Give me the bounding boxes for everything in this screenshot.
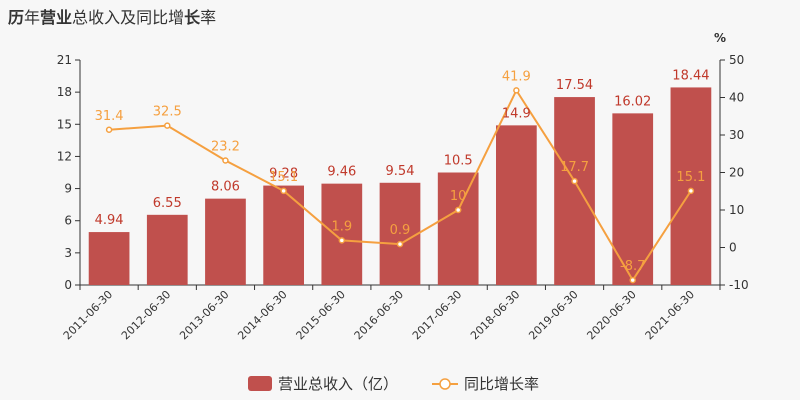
revenue-data-label: 17.54 (556, 78, 593, 93)
growth-rate-point (396, 240, 404, 248)
y-left-tick-label: 0 (64, 278, 72, 292)
growth-rate-data-label: 1.9 (331, 219, 352, 234)
growth-rate-data-label: 15.1 (676, 170, 705, 185)
revenue-bar (554, 97, 595, 285)
x-tick-label: 2021-06-30 (643, 288, 697, 342)
revenue-data-label: 9.46 (327, 165, 356, 180)
revenue-bar (496, 125, 537, 285)
y-left-tick-label: 9 (64, 182, 72, 196)
x-tick-label: 2018-06-30 (468, 288, 522, 342)
growth-rate-point (454, 206, 462, 214)
legend-line-marker (439, 378, 451, 390)
y-left-tick-label: 3 (64, 246, 72, 260)
growth-rate-data-label: 23.2 (211, 140, 240, 155)
growth-rate-point (571, 177, 578, 185)
y-left-tick-label: 18 (57, 85, 72, 99)
growth-rate-data-label: 0.9 (390, 223, 411, 238)
revenue-data-label: 8.06 (211, 180, 240, 195)
y-left-tick-label: 15 (57, 117, 72, 131)
revenue-data-label: 10.5 (444, 154, 473, 169)
growth-rate-point (164, 122, 171, 129)
revenue-bar (437, 172, 479, 285)
x-tick-label: 2017-06-30 (410, 288, 464, 342)
y-right-unit: % (714, 31, 726, 45)
growth-rate-data-label: 31.4 (95, 109, 124, 124)
revenue-bar (146, 214, 188, 285)
chart-title-part: 长 (184, 8, 201, 27)
chart-title-part: 率 (200, 8, 217, 27)
growth-rate-point (629, 276, 636, 284)
growth-rate-data-label: 17.7 (560, 160, 589, 175)
x-tick-label: 2020-06-30 (584, 288, 638, 342)
legend-bar-label: 营业总收入（亿） (278, 375, 398, 393)
x-tick-label: 2014-06-30 (235, 288, 289, 342)
growth-rate-data-label: 15.1 (269, 170, 298, 185)
revenue-data-label: 9.54 (386, 164, 415, 179)
growth-rate-point (513, 87, 520, 94)
y-right-tick-label: 0 (729, 241, 737, 255)
x-tick-label: 2019-06-30 (526, 288, 580, 342)
y-right-tick-label: 50 (729, 53, 744, 67)
y-left-tick-label: 12 (57, 149, 72, 163)
x-tick-label: 2011-06-30 (61, 288, 115, 342)
revenue-data-label: 18.44 (672, 68, 709, 83)
revenue-bar (321, 183, 363, 285)
chart-title-part: 总 (72, 8, 89, 27)
revenue-data-label: 9.28 (269, 167, 298, 182)
y-right-tick-label: 10 (729, 203, 744, 217)
y-right-tick-label: 20 (729, 166, 744, 180)
x-tick-label: 2012-06-30 (119, 288, 173, 342)
x-tick-label: 2015-06-30 (294, 288, 348, 342)
growth-rate-data-label: 10 (450, 189, 467, 204)
y-left-tick-label: 6 (64, 214, 72, 228)
chart-title-part: 营业 (40, 8, 73, 27)
revenue-bar (379, 182, 421, 285)
revenue-data-label: 6.55 (153, 196, 182, 211)
growth-rate-point (338, 237, 346, 244)
revenue-bar (205, 198, 246, 285)
legend-bar-swatch (248, 376, 272, 391)
growth-rate-data-label: 41.9 (502, 69, 531, 84)
revenue-data-label: 4.94 (95, 213, 124, 228)
revenue-bar (263, 185, 304, 285)
revenue-data-label: 16.02 (614, 94, 651, 109)
growth-rate-point (222, 157, 229, 164)
growth-rate-point (280, 187, 287, 195)
revenue-bar (670, 87, 712, 285)
y-left-tick-label: 21 (57, 53, 72, 67)
y-right-tick-label: 30 (729, 128, 744, 142)
growth-rate-point (687, 187, 695, 195)
x-tick-label: 2016-06-30 (352, 288, 406, 342)
growth-rate-data-label: 32.5 (153, 105, 182, 120)
chart-title-part: 收入及同比增 (88, 8, 185, 27)
growth-rate-data-label: -8.7 (620, 259, 645, 274)
chart-title: 历年营业总收入及同比增长率 (8, 4, 216, 28)
growth-rate-point (105, 126, 113, 133)
y-right-tick-label: 40 (729, 91, 744, 105)
revenue-data-label: 14.9 (502, 106, 531, 121)
x-tick-label: 2013-06-30 (177, 288, 231, 342)
chart-title-part: 历 (8, 8, 25, 27)
y-right-tick-label: -10 (729, 278, 749, 292)
revenue-bar (88, 232, 130, 285)
legend-line-label: 同比增长率 (464, 375, 539, 393)
chart-title-part: 年 (24, 8, 41, 27)
